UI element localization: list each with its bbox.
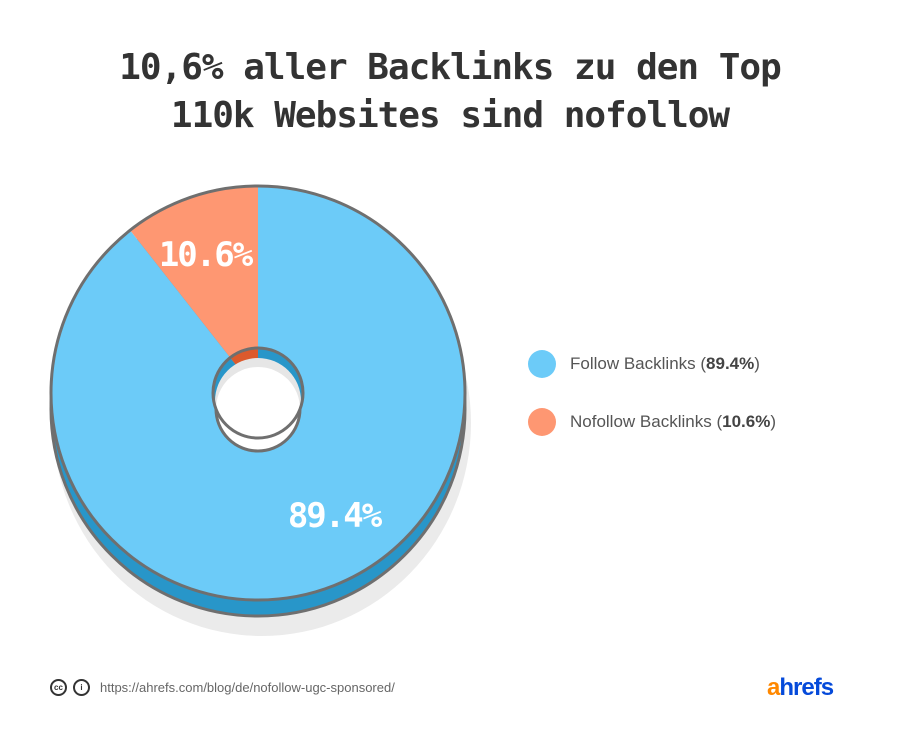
- legend-swatch-nofollow: [528, 408, 556, 436]
- legend-label: Follow Backlinks (: [570, 354, 707, 373]
- logo-a: a: [767, 674, 780, 701]
- legend-item-nofollow: Nofollow Backlinks (10.6%): [528, 408, 776, 436]
- legend-suffix: ): [770, 412, 776, 431]
- hole-outline-top: [211, 346, 305, 440]
- donut-outline: [49, 184, 467, 602]
- logo-rest: hrefs: [779, 674, 834, 701]
- chart-title: 10,6% aller Backlinks zu den Top 110k We…: [0, 44, 900, 140]
- attribution-icon: i: [73, 679, 90, 696]
- legend-item-follow: Follow Backlinks (89.4%): [528, 350, 760, 378]
- creative-commons-icon: cc: [50, 679, 67, 696]
- title-line-1: 10,6% aller Backlinks zu den Top: [119, 47, 782, 88]
- source-url[interactable]: https://ahrefs.com/blog/de/nofollow-ugc-…: [100, 680, 395, 695]
- hole-outline-bottom: [214, 408, 302, 453]
- data-label: 10.6%: [159, 235, 254, 275]
- legend-label: Nofollow Backlinks (: [570, 412, 723, 431]
- legend-value: 89.4%: [706, 354, 755, 373]
- legend-suffix: ): [754, 354, 760, 373]
- data-label: 89.4%: [288, 496, 383, 536]
- legend-value: 10.6%: [722, 412, 771, 431]
- title-line-2: 110k Websites sind nofollow: [170, 95, 730, 136]
- footer: cc i https://ahrefs.com/blog/de/nofollow…: [50, 679, 395, 696]
- slice-nofollow: [130, 186, 258, 393]
- legend-swatch-follow: [528, 350, 556, 378]
- hole: [216, 367, 300, 451]
- ahrefs-logo: ahrefs: [767, 674, 834, 702]
